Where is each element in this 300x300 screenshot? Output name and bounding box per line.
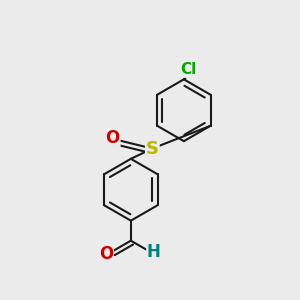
Text: H: H (147, 243, 161, 261)
Text: Cl: Cl (180, 61, 196, 76)
Text: S: S (146, 140, 159, 158)
Text: O: O (99, 244, 113, 262)
Text: O: O (106, 129, 120, 147)
